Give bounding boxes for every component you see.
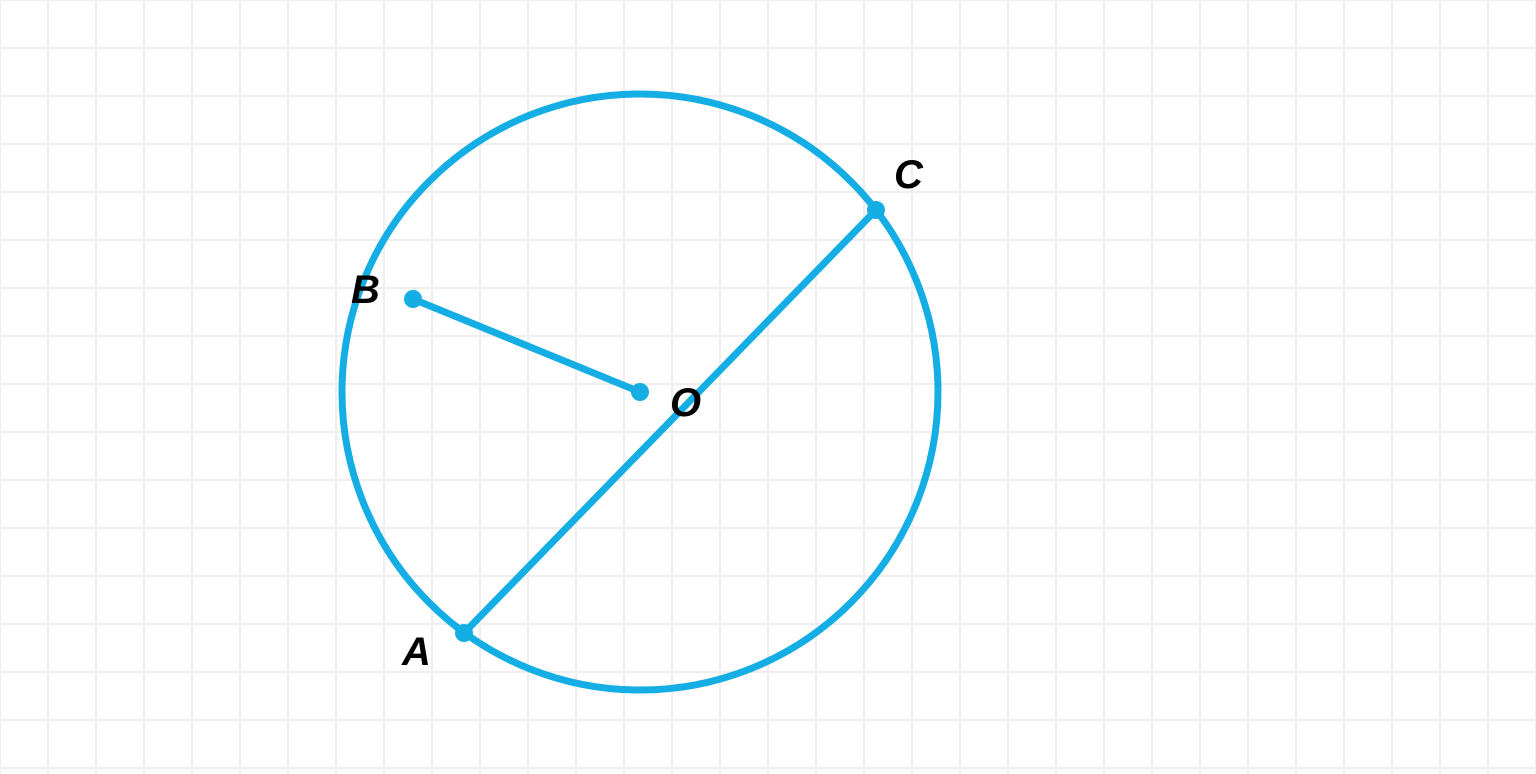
label-A: A <box>401 630 431 674</box>
geometry-svg: O A B C <box>0 0 1536 774</box>
label-B: B <box>351 268 380 312</box>
labels-layer: O A B C <box>351 153 924 674</box>
point-O <box>631 383 649 401</box>
point-A <box>455 624 473 642</box>
point-B <box>404 290 422 308</box>
diagram-stage: O A B C <box>0 0 1536 774</box>
label-C: C <box>894 153 924 197</box>
segment-OB <box>413 299 640 392</box>
point-C <box>867 201 885 219</box>
label-O: O <box>670 381 701 425</box>
